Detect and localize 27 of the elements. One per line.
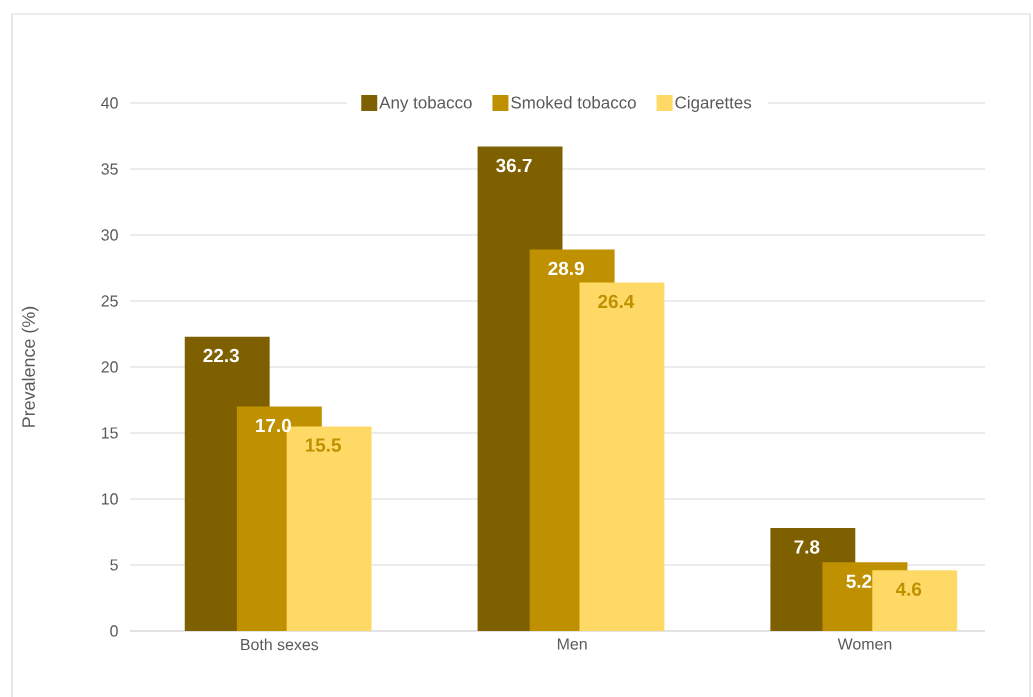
- bar: [579, 282, 665, 631]
- data-label: 15.5: [305, 438, 341, 452]
- data-label: 28.9: [548, 261, 584, 276]
- y-tick-label: 30: [101, 229, 118, 241]
- y-tick-label: 0: [110, 625, 118, 637]
- data-label: 22.3: [203, 348, 239, 363]
- y-tick-label: 5: [110, 559, 118, 571]
- y-tick-label: 15: [101, 427, 118, 439]
- y-tick-label: 25: [101, 295, 118, 307]
- data-label: 7.8: [794, 540, 820, 554]
- legend-label: Cigarettes: [675, 96, 752, 112]
- data-label: 17.0: [256, 418, 291, 433]
- legend-label: Smoked tobacco: [511, 96, 636, 109]
- bar: [872, 570, 958, 631]
- data-label: 36.7: [496, 158, 532, 173]
- x-tick-label: Women: [837, 638, 892, 650]
- y-tick-label: 35: [101, 163, 118, 175]
- x-tick-label: Men: [557, 638, 587, 650]
- x-tick-label: Both sexes: [241, 638, 319, 651]
- data-label: 4.6: [895, 582, 922, 596]
- y-tick-label: 40: [101, 97, 118, 109]
- legend-label: Any tobacco: [379, 96, 472, 112]
- data-label: 26.4: [598, 294, 635, 309]
- data-label: 5.2: [846, 574, 872, 588]
- y-axis-title: Prevalence (%): [21, 306, 39, 427]
- y-tick-label: 10: [101, 493, 118, 505]
- y-tick-label: 20: [101, 361, 118, 373]
